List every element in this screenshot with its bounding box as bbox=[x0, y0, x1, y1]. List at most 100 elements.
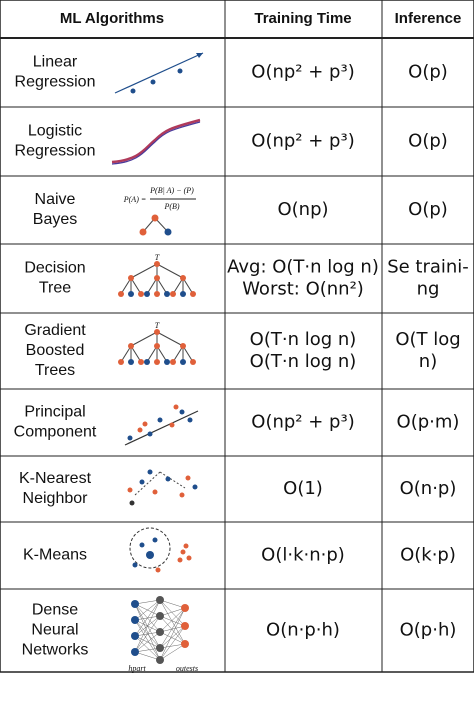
cell-text: ng bbox=[417, 279, 440, 300]
illustration-label: P(B| A) − (P) bbox=[149, 186, 194, 195]
stroke bbox=[134, 599, 161, 637]
cell-text: Bayes bbox=[33, 211, 77, 228]
illustration-label: P(B) bbox=[163, 202, 179, 211]
stroke bbox=[159, 599, 186, 609]
dot bbox=[139, 542, 145, 548]
dot bbox=[138, 359, 144, 365]
cell-text: Neighbor bbox=[23, 490, 89, 507]
stroke bbox=[159, 471, 186, 489]
dot bbox=[170, 291, 176, 297]
dot bbox=[144, 291, 150, 297]
cell-text: Regression bbox=[15, 74, 96, 91]
stroke bbox=[120, 277, 132, 295]
cell-text: K-Nearest bbox=[19, 470, 92, 487]
dot bbox=[181, 640, 189, 648]
stroke bbox=[159, 643, 186, 661]
dot bbox=[169, 422, 175, 428]
cell-text: O(p) bbox=[408, 199, 448, 220]
stroke bbox=[159, 599, 186, 627]
cell-text: O(np² + p³) bbox=[251, 131, 354, 152]
stroke bbox=[159, 607, 186, 661]
dot bbox=[156, 628, 164, 636]
dot bbox=[183, 543, 189, 549]
dot bbox=[154, 291, 160, 297]
stroke bbox=[130, 331, 158, 347]
dot bbox=[139, 479, 145, 485]
stroke bbox=[146, 345, 158, 363]
cell-text: Neural bbox=[31, 622, 78, 639]
cell-text: O(p) bbox=[408, 62, 448, 83]
dot bbox=[151, 214, 159, 222]
stroke bbox=[159, 625, 186, 661]
dot bbox=[164, 228, 172, 236]
stroke bbox=[159, 615, 186, 645]
cell-text: O(T·n log n) bbox=[250, 329, 357, 350]
dot bbox=[154, 329, 160, 335]
cell-text: Logistic bbox=[28, 123, 82, 140]
header-cell: Training Time bbox=[254, 10, 351, 27]
dot bbox=[118, 359, 124, 365]
stroke bbox=[159, 631, 186, 645]
stroke bbox=[124, 410, 199, 446]
stroke bbox=[134, 651, 161, 661]
dot bbox=[173, 404, 179, 410]
stroke bbox=[134, 635, 161, 661]
illustration-label: hpart bbox=[128, 664, 146, 673]
stroke bbox=[156, 263, 184, 279]
dot bbox=[177, 68, 183, 74]
curve bbox=[111, 118, 201, 164]
cell-text: O(np² + p³) bbox=[251, 62, 354, 83]
dot bbox=[152, 489, 158, 495]
dot bbox=[179, 409, 185, 415]
dot bbox=[181, 622, 189, 630]
cell-text: Boosted bbox=[26, 342, 85, 359]
cell-text: Gradient bbox=[24, 322, 86, 339]
stroke bbox=[130, 345, 142, 363]
dot bbox=[186, 555, 192, 561]
stroke bbox=[159, 625, 186, 649]
dot bbox=[147, 469, 153, 475]
stroke bbox=[130, 263, 158, 279]
stroke bbox=[159, 599, 186, 645]
dot bbox=[180, 359, 186, 365]
cell-text: Worst: O(nn²) bbox=[242, 279, 364, 300]
stroke bbox=[134, 619, 161, 661]
stroke bbox=[120, 345, 132, 363]
dot bbox=[180, 549, 186, 555]
cell-text: O(T log bbox=[395, 329, 460, 350]
dot bbox=[155, 567, 161, 573]
stroke bbox=[146, 277, 158, 295]
illustration-label: T bbox=[155, 321, 160, 330]
cell-text: Naive bbox=[35, 191, 76, 208]
dot bbox=[190, 291, 196, 297]
cluster bbox=[129, 527, 171, 569]
cell-text: O(p) bbox=[408, 131, 448, 152]
stroke bbox=[134, 599, 161, 605]
stroke bbox=[134, 631, 161, 653]
stroke bbox=[159, 615, 186, 627]
dot bbox=[154, 261, 160, 267]
cell-text: Decision bbox=[24, 260, 85, 277]
cell-text: Networks bbox=[22, 642, 89, 659]
illustration-label: P(A) = bbox=[123, 195, 147, 204]
cell-text: O(p·m) bbox=[397, 412, 460, 433]
dot bbox=[128, 275, 134, 281]
stroke bbox=[134, 647, 161, 653]
dot bbox=[131, 600, 139, 608]
cell-text: Se traini- bbox=[387, 257, 469, 278]
dot bbox=[156, 656, 164, 664]
cell-text: Principal bbox=[24, 404, 85, 421]
dot bbox=[132, 562, 138, 568]
dot bbox=[154, 343, 160, 349]
cell-text: O(np² + p³) bbox=[251, 412, 354, 433]
cell-text: Component bbox=[14, 424, 97, 441]
dot bbox=[164, 291, 170, 297]
stroke bbox=[114, 52, 204, 94]
dot bbox=[128, 291, 134, 297]
cell-text: O(T·n log n) bbox=[250, 351, 357, 372]
dot bbox=[130, 88, 136, 94]
cell-text: O(n·p) bbox=[400, 478, 457, 499]
dot bbox=[147, 431, 153, 437]
cell-text: Trees bbox=[35, 362, 75, 379]
dot bbox=[146, 551, 154, 559]
